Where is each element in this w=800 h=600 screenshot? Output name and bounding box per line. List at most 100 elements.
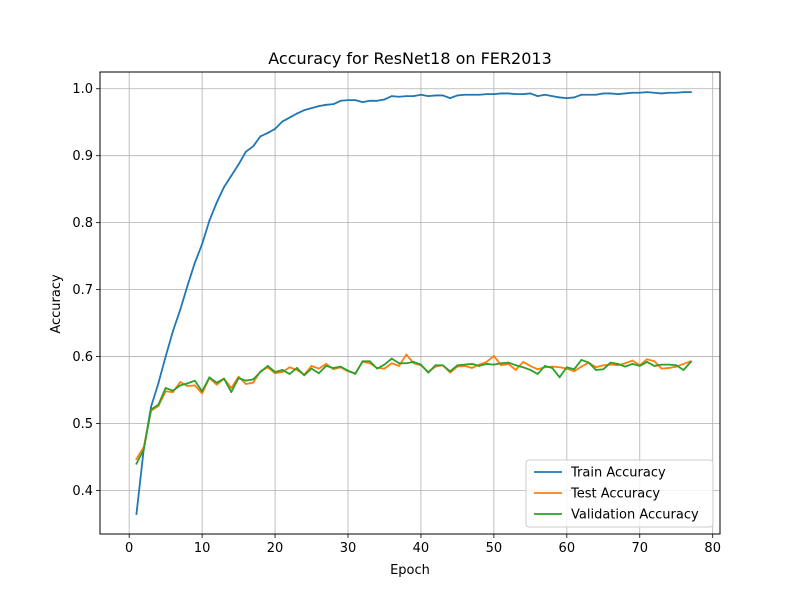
validation-accuracy-point xyxy=(398,362,400,365)
plot-frame xyxy=(99,71,721,535)
train-accuracy-point xyxy=(252,145,255,148)
validation-accuracy-point xyxy=(172,389,174,392)
validation-accuracy-point xyxy=(317,372,320,375)
validation-accuracy-point xyxy=(157,403,160,406)
train-accuracy-point xyxy=(288,116,291,119)
validation-accuracy-point xyxy=(223,377,225,380)
train-accuracy-point xyxy=(675,91,678,94)
test-accuracy-point xyxy=(471,367,473,369)
test-accuracy-point xyxy=(383,367,386,370)
validation-accuracy-point xyxy=(522,366,524,369)
x-tick-label: 0 xyxy=(125,541,133,556)
test-accuracy-point xyxy=(288,366,291,369)
validation-accuracy-point xyxy=(186,382,189,385)
validation-accuracy-point xyxy=(274,371,276,373)
y-axis-title: Accuracy xyxy=(49,274,64,334)
x-tick-label: 30 xyxy=(340,541,357,556)
train-accuracy-point xyxy=(390,95,393,97)
test-accuracy-point xyxy=(514,369,517,371)
validation-accuracy-series xyxy=(135,357,693,465)
train-accuracy-point xyxy=(485,93,488,95)
train-accuracy-point xyxy=(660,92,663,95)
train-accuracy-point xyxy=(587,93,590,96)
validation-accuracy-point xyxy=(325,365,328,367)
validation-accuracy-point xyxy=(376,367,379,370)
train-accuracy-point xyxy=(354,99,357,102)
validation-accuracy-point xyxy=(405,362,408,365)
test-accuracy-point xyxy=(492,355,495,357)
train-accuracy-point xyxy=(616,93,619,95)
train-accuracy-point xyxy=(266,132,269,134)
train-accuracy-point xyxy=(244,150,247,153)
validation-accuracy-point xyxy=(266,365,269,367)
validation-accuracy-point xyxy=(616,363,619,365)
train-accuracy-point xyxy=(317,105,320,108)
test-accuracy-point xyxy=(646,358,648,361)
train-accuracy-point xyxy=(529,92,532,95)
test-accuracy-point xyxy=(668,367,670,369)
train-accuracy-point xyxy=(514,93,517,95)
train-accuracy-point xyxy=(405,95,408,97)
validation-accuracy-point xyxy=(602,368,605,371)
validation-accuracy-point xyxy=(201,390,204,393)
validation-accuracy-point xyxy=(689,361,692,363)
test-accuracy-legend-label: Test Accuracy xyxy=(570,487,660,502)
validation-accuracy-point xyxy=(449,370,452,373)
train-accuracy-point xyxy=(646,91,648,93)
train-accuracy-point xyxy=(478,93,481,96)
validation-accuracy-point xyxy=(646,361,648,363)
x-tick-label: 80 xyxy=(704,541,721,556)
validation-accuracy-point xyxy=(675,364,678,367)
validation-accuracy-point xyxy=(252,378,255,381)
train-accuracy-point xyxy=(303,109,306,112)
x-tick-label: 10 xyxy=(194,541,211,556)
test-accuracy-point xyxy=(558,366,561,369)
train-accuracy-point xyxy=(332,103,335,106)
test-accuracy-point xyxy=(244,383,247,385)
train-accuracy-point xyxy=(310,107,313,110)
train-accuracy-point xyxy=(150,405,152,408)
train-accuracy-point xyxy=(602,92,605,95)
validation-accuracy-point xyxy=(682,369,685,371)
train-accuracy-point xyxy=(259,135,262,138)
test-accuracy-point xyxy=(529,365,532,367)
validation-accuracy-point xyxy=(303,374,306,377)
validation-accuracy-point xyxy=(609,361,612,364)
train-accuracy-point xyxy=(135,513,138,515)
train-accuracy-point xyxy=(449,97,452,100)
train-accuracy-point xyxy=(325,103,328,106)
test-accuracy-point xyxy=(310,365,313,367)
train-accuracy-point xyxy=(215,201,218,204)
validation-accuracy-point xyxy=(478,365,481,367)
validation-accuracy-point xyxy=(668,363,670,366)
train-accuracy-point xyxy=(507,92,510,95)
train-accuracy-point xyxy=(471,93,473,96)
validation-accuracy-point xyxy=(638,365,641,367)
validation-accuracy-point xyxy=(631,363,634,365)
train-accuracy-point xyxy=(347,99,349,102)
test-accuracy-point xyxy=(237,375,240,378)
train-accuracy-point xyxy=(492,93,495,95)
train-accuracy-point xyxy=(186,284,189,287)
validation-accuracy-point xyxy=(215,381,218,384)
validation-accuracy-point xyxy=(332,367,335,369)
legend-box xyxy=(525,459,714,528)
validation-accuracy-point xyxy=(135,462,138,465)
train-accuracy-point xyxy=(164,355,167,358)
train-accuracy-point xyxy=(653,91,656,94)
validation-accuracy-point xyxy=(354,373,357,375)
validation-accuracy-point xyxy=(544,365,546,367)
train-accuracy-point xyxy=(456,94,459,97)
train-accuracy-point xyxy=(551,95,554,97)
test-accuracy-point xyxy=(653,360,656,363)
test-accuracy-point xyxy=(449,371,452,374)
validation-accuracy-point xyxy=(653,365,656,367)
test-accuracy-point xyxy=(179,381,182,383)
test-accuracy-point xyxy=(573,370,576,373)
validation-accuracy-point xyxy=(310,367,313,370)
x-tick-label: 60 xyxy=(559,541,576,556)
train-accuracy-point xyxy=(631,91,634,94)
validation-accuracy-point xyxy=(441,364,444,367)
validation-accuracy-point xyxy=(558,376,561,379)
validation-accuracy-legend-label: Validation Accuracy xyxy=(571,508,699,523)
